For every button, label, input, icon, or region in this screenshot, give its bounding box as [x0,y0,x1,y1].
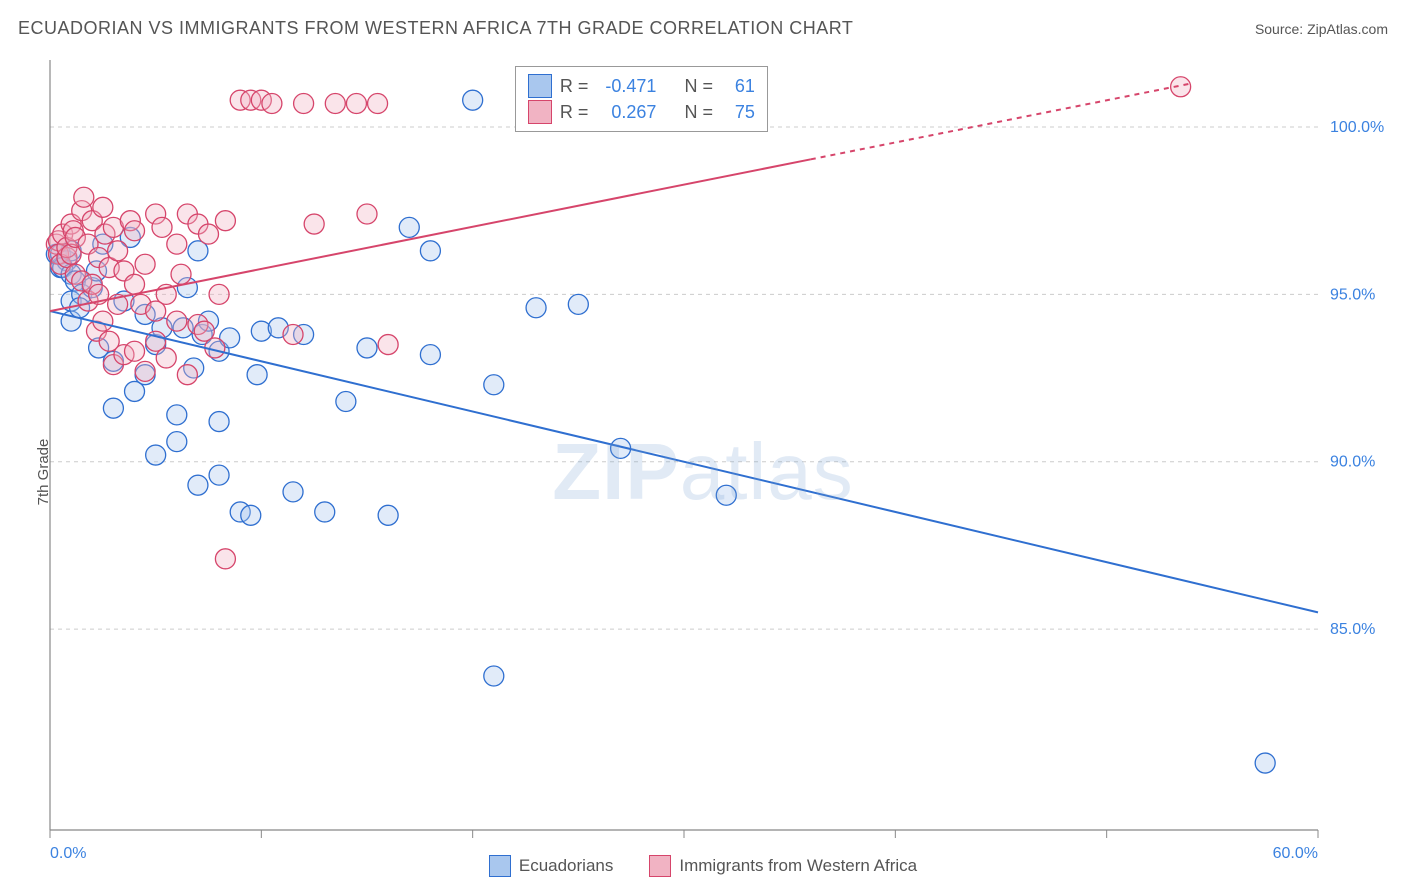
data-point [215,549,235,569]
data-point [247,365,267,385]
data-point [378,505,398,525]
bottom-legend: Ecuadorians Immigrants from Western Afric… [8,855,1398,882]
stat-n-label: N = [684,99,713,125]
data-point [125,341,145,361]
data-point [568,294,588,314]
data-point [420,241,440,261]
data-point [283,325,303,345]
y-tick-label: 95.0% [1330,286,1375,303]
data-point [167,234,187,254]
data-point [167,405,187,425]
stat-n-label: N = [684,73,713,99]
data-point [315,502,335,522]
legend-item: Immigrants from Western Africa [649,855,917,877]
data-point [209,284,229,304]
data-point [167,311,187,331]
data-point [463,90,483,110]
stats-row: R = -0.471 N = 61 [528,73,755,99]
legend-swatch [489,855,511,877]
data-point [399,217,419,237]
trend-line [50,311,1318,612]
data-point [171,264,191,284]
data-point [283,482,303,502]
y-tick-label: 100.0% [1330,119,1384,136]
data-point [215,211,235,231]
data-point [378,335,398,355]
y-tick-label: 90.0% [1330,454,1375,471]
data-point [484,375,504,395]
data-point [336,391,356,411]
source-prefix: Source: [1255,21,1307,37]
data-point [125,274,145,294]
legend-item: Ecuadorians [489,855,614,877]
data-point [146,445,166,465]
y-tick-label: 85.0% [1330,621,1375,638]
data-point [152,217,172,237]
data-point [199,224,219,244]
data-point [304,214,324,234]
legend-swatch [528,100,552,124]
scatter-plot: 85.0%90.0%95.0%100.0%0.0%60.0% [8,56,1398,888]
stat-r-value: -0.471 [596,73,656,99]
stats-legend-box: R = -0.471 N = 61 R = 0.267 N = 75 [515,66,768,132]
data-point [125,221,145,241]
data-point [346,94,366,114]
source-link[interactable]: ZipAtlas.com [1307,21,1388,37]
data-point [420,345,440,365]
data-point [93,197,113,217]
chart-container: 7th Grade 85.0%90.0%95.0%100.0%0.0%60.0%… [8,56,1398,888]
data-point [262,94,282,114]
data-point [188,475,208,495]
data-point [108,241,128,261]
data-point [241,505,261,525]
data-point [484,666,504,686]
trend-line-dashed [811,83,1191,159]
chart-title: ECUADORIAN VS IMMIGRANTS FROM WESTERN AF… [18,18,853,39]
data-point [209,412,229,432]
stats-row: R = 0.267 N = 75 [528,99,755,125]
data-point [177,365,197,385]
data-point [325,94,345,114]
data-point [294,94,314,114]
data-point [526,298,546,318]
data-point [103,398,123,418]
y-axis-label: 7th Grade [35,439,52,506]
data-point [716,485,736,505]
data-point [1255,753,1275,773]
data-point [135,361,155,381]
data-point [209,465,229,485]
stat-r-value: 0.267 [596,99,656,125]
data-point [357,338,377,358]
data-point [357,204,377,224]
stat-n-value: 61 [721,73,755,99]
data-point [135,254,155,274]
source-attribution: Source: ZipAtlas.com [1255,21,1388,37]
data-point [74,187,94,207]
legend-label: Ecuadorians [519,856,614,876]
data-point [368,94,388,114]
stat-r-label: R = [560,99,589,125]
data-point [167,432,187,452]
stat-n-value: 75 [721,99,755,125]
legend-swatch [528,74,552,98]
legend-swatch [649,855,671,877]
stat-r-label: R = [560,73,589,99]
data-point [156,348,176,368]
legend-label: Immigrants from Western Africa [679,856,917,876]
